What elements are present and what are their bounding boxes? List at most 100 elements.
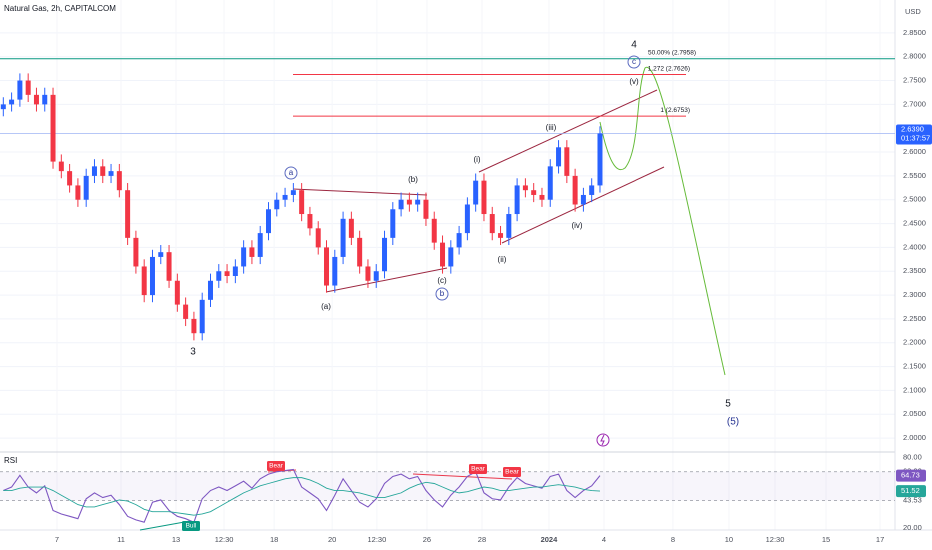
y-tick-label: 2.5000 — [903, 195, 926, 204]
x-tick-label: 4 — [602, 535, 606, 544]
candle-body — [207, 280, 213, 300]
candle-body — [348, 218, 354, 238]
candle-body — [149, 256, 155, 296]
candle-body — [473, 180, 479, 205]
candle-body — [514, 185, 520, 215]
candle-body — [249, 247, 255, 257]
candle-body — [440, 242, 446, 267]
y-tick-label: 43.53 — [903, 495, 922, 504]
signal-label: Bear — [505, 469, 520, 476]
triangle-bottom — [325, 267, 448, 293]
x-tick-label: 13 — [172, 535, 180, 544]
y-tick-label: 2.2500 — [903, 314, 926, 323]
candle-body — [17, 80, 23, 100]
candle-body — [506, 214, 512, 238]
wave-label: 4 — [631, 40, 637, 51]
signal-tag — [503, 467, 521, 477]
candle-body — [324, 247, 330, 286]
x-tick-label: 17 — [876, 535, 884, 544]
candle-body — [456, 233, 462, 248]
candle-body — [398, 199, 404, 210]
candle-body — [266, 209, 271, 234]
value-tag-label: 64.73 — [901, 471, 920, 480]
candle-body — [539, 194, 545, 200]
wave-label: (i) — [473, 155, 480, 164]
candle-body — [174, 280, 180, 305]
candle-body — [589, 185, 595, 195]
y-tick-label: 2.3000 — [903, 290, 926, 299]
candle-body — [108, 171, 114, 176]
x-tick-label: 28 — [478, 535, 486, 544]
candle-body — [282, 194, 288, 200]
y-tick-label: 2.1500 — [903, 362, 926, 371]
wave-label: (a) — [321, 302, 331, 311]
candle-body — [357, 237, 363, 267]
candle-body — [125, 190, 131, 238]
candle-body — [522, 185, 528, 191]
candle-body — [572, 175, 578, 205]
wave-circle — [435, 287, 449, 301]
wave-label: a — [289, 168, 294, 177]
candle-body — [340, 218, 346, 257]
wave-label: (iii) — [546, 123, 557, 132]
wave-label: 3 — [190, 347, 196, 358]
event-icon-bolt — [600, 434, 605, 446]
rsi-band — [0, 471, 895, 501]
wave-label: (b) — [408, 175, 418, 184]
candle-body — [216, 271, 222, 281]
triangle-top — [292, 188, 428, 196]
rsi-line — [3, 477, 601, 516]
candle-body — [382, 237, 388, 272]
y-tick-label: 2.8000 — [903, 52, 926, 61]
signal-tag — [182, 521, 200, 531]
candle-body — [158, 252, 164, 257]
wave-circle — [627, 55, 641, 69]
candle-body — [390, 209, 396, 238]
candle-body — [191, 318, 197, 334]
value-tag — [896, 469, 926, 482]
candle-body — [489, 214, 495, 234]
wave-label: b — [440, 289, 445, 298]
candle-body — [556, 147, 562, 167]
candle-body — [116, 171, 122, 191]
bull-line — [139, 520, 191, 531]
candle-body — [332, 256, 338, 286]
x-tick-label: 12:30 — [766, 535, 785, 544]
x-tick-label: 26 — [423, 535, 431, 544]
y-tick-label: 2.5500 — [903, 171, 926, 180]
wave-label: (c) — [437, 276, 447, 285]
y-tick-label: 2.6000 — [903, 147, 926, 156]
x-tick-label: 10 — [725, 535, 733, 544]
y-tick-label: 2.0000 — [903, 433, 926, 442]
x-tick-label: 20 — [328, 535, 336, 544]
x-tick-label: 18 — [270, 535, 278, 544]
candle-body — [33, 94, 39, 105]
event-icon[interactable] — [596, 433, 610, 447]
rsi-title: RSI — [4, 456, 17, 465]
candle-body — [224, 271, 230, 277]
candle-body — [25, 80, 31, 95]
wave-label: c — [632, 57, 636, 66]
candle-body — [481, 180, 487, 215]
candle-body — [307, 214, 313, 229]
last-price-tag — [896, 124, 932, 145]
candle-body — [183, 304, 189, 319]
candle-body — [415, 199, 421, 205]
candle-body — [448, 247, 454, 267]
price-level-label: 50.00% (2.7958) — [648, 49, 696, 56]
candle-body — [274, 199, 280, 210]
signal-label: Bear — [269, 463, 284, 470]
currency: USD — [905, 7, 921, 16]
wave-label: (v) — [629, 77, 639, 86]
candle-body — [299, 190, 305, 215]
candle-body — [141, 266, 147, 296]
candle-body — [91, 166, 97, 176]
candle-body — [431, 218, 437, 243]
candle-body — [83, 175, 89, 200]
y-tick-label: 2.1000 — [903, 385, 926, 394]
candle-body — [257, 233, 263, 257]
candle-body — [564, 147, 570, 176]
signal-label: Bull — [186, 523, 197, 530]
wave-label: (ii) — [498, 255, 507, 264]
